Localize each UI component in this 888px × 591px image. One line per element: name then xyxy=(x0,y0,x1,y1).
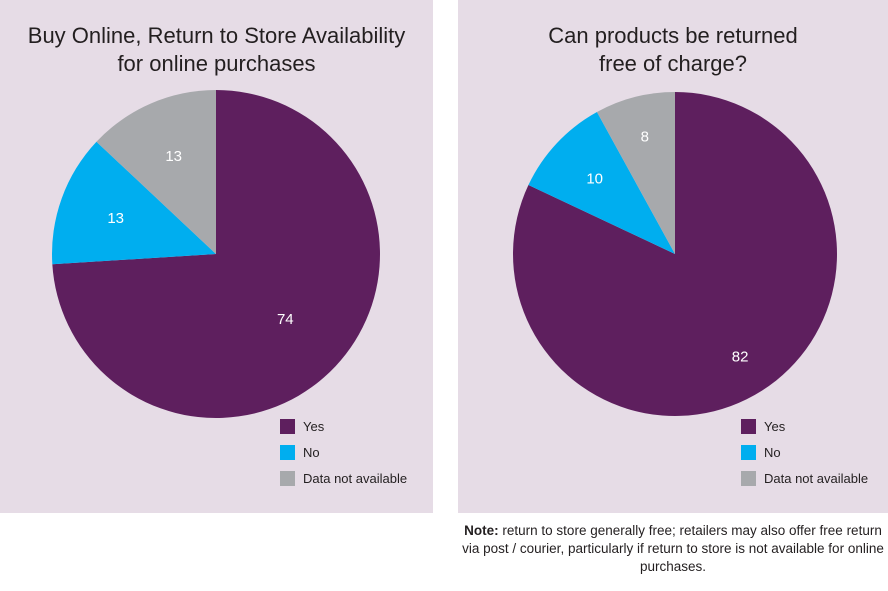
note-text: return to store generally free; retailer… xyxy=(462,523,884,574)
slice-label-no: 10 xyxy=(586,171,603,188)
legend-swatch-yes xyxy=(280,418,295,434)
pie-slice-no xyxy=(528,112,675,254)
legend-label: Data not available xyxy=(764,470,869,486)
pie-slice-data-not-available xyxy=(96,89,216,254)
legend-item-no: No xyxy=(280,439,407,465)
chart-title-line: for online purchases xyxy=(117,51,316,76)
slice-label-no: 13 xyxy=(107,210,124,227)
legend-item-yes: Yes xyxy=(741,413,868,439)
legend-label: Yes xyxy=(303,418,325,434)
slice-label-data-not-available: 8 xyxy=(641,128,649,145)
legend-swatch-yes xyxy=(741,418,756,434)
legend-label: No xyxy=(764,444,781,460)
slice-label-yes: 74 xyxy=(277,311,294,328)
note-label: Note: xyxy=(464,523,499,538)
chart-title-line: free of charge? xyxy=(599,51,747,76)
legend-item-yes: Yes xyxy=(280,413,407,439)
legend-item-no: No xyxy=(741,439,868,465)
legend-item-na: Data not available xyxy=(741,465,868,491)
chart-title: Buy Online, Return to Store Availability… xyxy=(0,22,433,78)
chart-title: Can products be returned free of charge? xyxy=(458,22,888,78)
legend-swatch-na xyxy=(280,470,295,486)
legend-swatch-no xyxy=(741,444,756,460)
chart-title-line: Buy Online, Return to Store Availability xyxy=(27,23,406,48)
chart-panel-left: Buy Online, Return to Store Availability… xyxy=(0,0,433,513)
pie-slice-data-not-available xyxy=(596,92,675,254)
pie-slice-yes xyxy=(52,90,380,418)
slice-label-yes: 82 xyxy=(732,349,749,366)
slice-label-data-not-available: 13 xyxy=(165,148,182,165)
legend: Yes No Data not available xyxy=(741,413,868,491)
legend-label: No xyxy=(303,444,320,460)
pie-chart-right: 82 10 8 xyxy=(513,92,838,416)
footnote: Note: return to store generally free; re… xyxy=(458,522,888,576)
pie-slice-yes xyxy=(513,92,838,416)
pie-slice-no xyxy=(51,141,216,265)
legend-label: Data not available xyxy=(303,470,408,486)
chart-title-line: Can products be returned xyxy=(548,23,798,48)
pie-chart-left: 74 13 13 xyxy=(51,89,380,418)
legend: Yes No Data not available xyxy=(280,413,407,491)
legend-swatch-no xyxy=(280,444,295,460)
legend-item-na: Data not available xyxy=(280,465,407,491)
legend-swatch-na xyxy=(741,470,756,486)
legend-label: Yes xyxy=(764,418,786,434)
chart-panel-right: Can products be returned free of charge?… xyxy=(458,0,888,513)
